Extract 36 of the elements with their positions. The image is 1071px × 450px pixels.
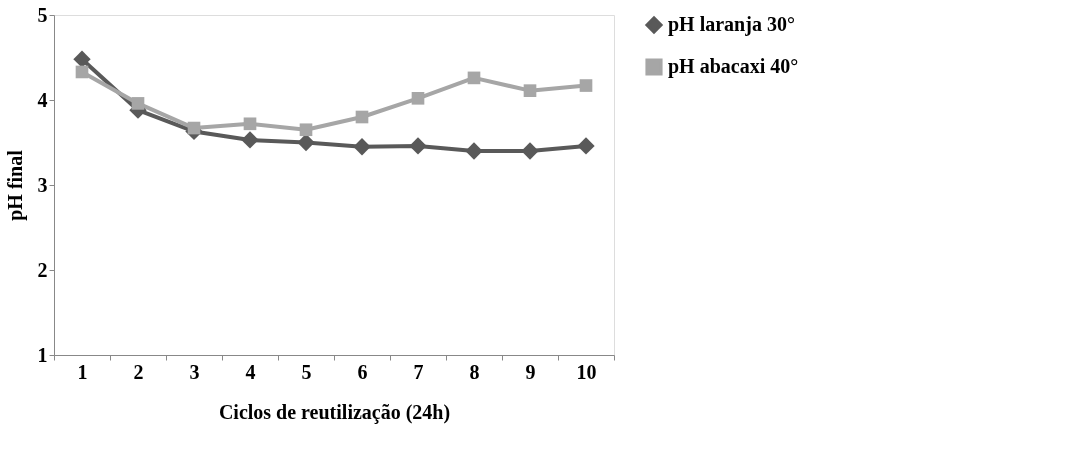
y-tick-label: 3 <box>37 173 48 196</box>
y-axis-title: pH final <box>3 149 27 221</box>
x-tick-label: 5 <box>301 360 312 383</box>
legend-label: pH laranja 30° <box>668 13 795 36</box>
point <box>523 84 537 97</box>
x-tick-label: 6 <box>357 360 368 383</box>
x-tick-label: 10 <box>576 360 597 383</box>
x-tick-label: 9 <box>525 360 536 383</box>
x-tick-label: 3 <box>189 360 200 383</box>
point <box>353 138 371 156</box>
y-tick-label: 5 <box>37 3 48 26</box>
point <box>187 121 201 135</box>
x-tick-label: 7 <box>413 360 424 383</box>
point <box>579 79 593 92</box>
point <box>299 123 313 137</box>
x-tick-label: 1 <box>77 360 88 383</box>
point <box>355 110 369 124</box>
point <box>467 71 481 85</box>
point <box>75 65 89 79</box>
x-tick-label: 2 <box>133 360 144 383</box>
point <box>465 142 483 160</box>
x-axis-title: Ciclos de reutilização (24h) <box>218 400 451 424</box>
point <box>241 131 259 149</box>
legend-label: pH abacaxi 40° <box>668 55 799 78</box>
y-tick-label: 4 <box>37 88 48 111</box>
point <box>243 117 257 131</box>
point <box>521 142 539 160</box>
point <box>131 97 145 110</box>
y-tick-label: 2 <box>37 258 48 281</box>
x-tick-label: 4 <box>245 360 256 383</box>
point <box>409 137 427 155</box>
point <box>73 50 91 68</box>
point <box>411 91 425 105</box>
point <box>577 137 595 155</box>
y-tick-label: 1 <box>37 343 48 366</box>
x-tick-label: 8 <box>469 360 480 383</box>
